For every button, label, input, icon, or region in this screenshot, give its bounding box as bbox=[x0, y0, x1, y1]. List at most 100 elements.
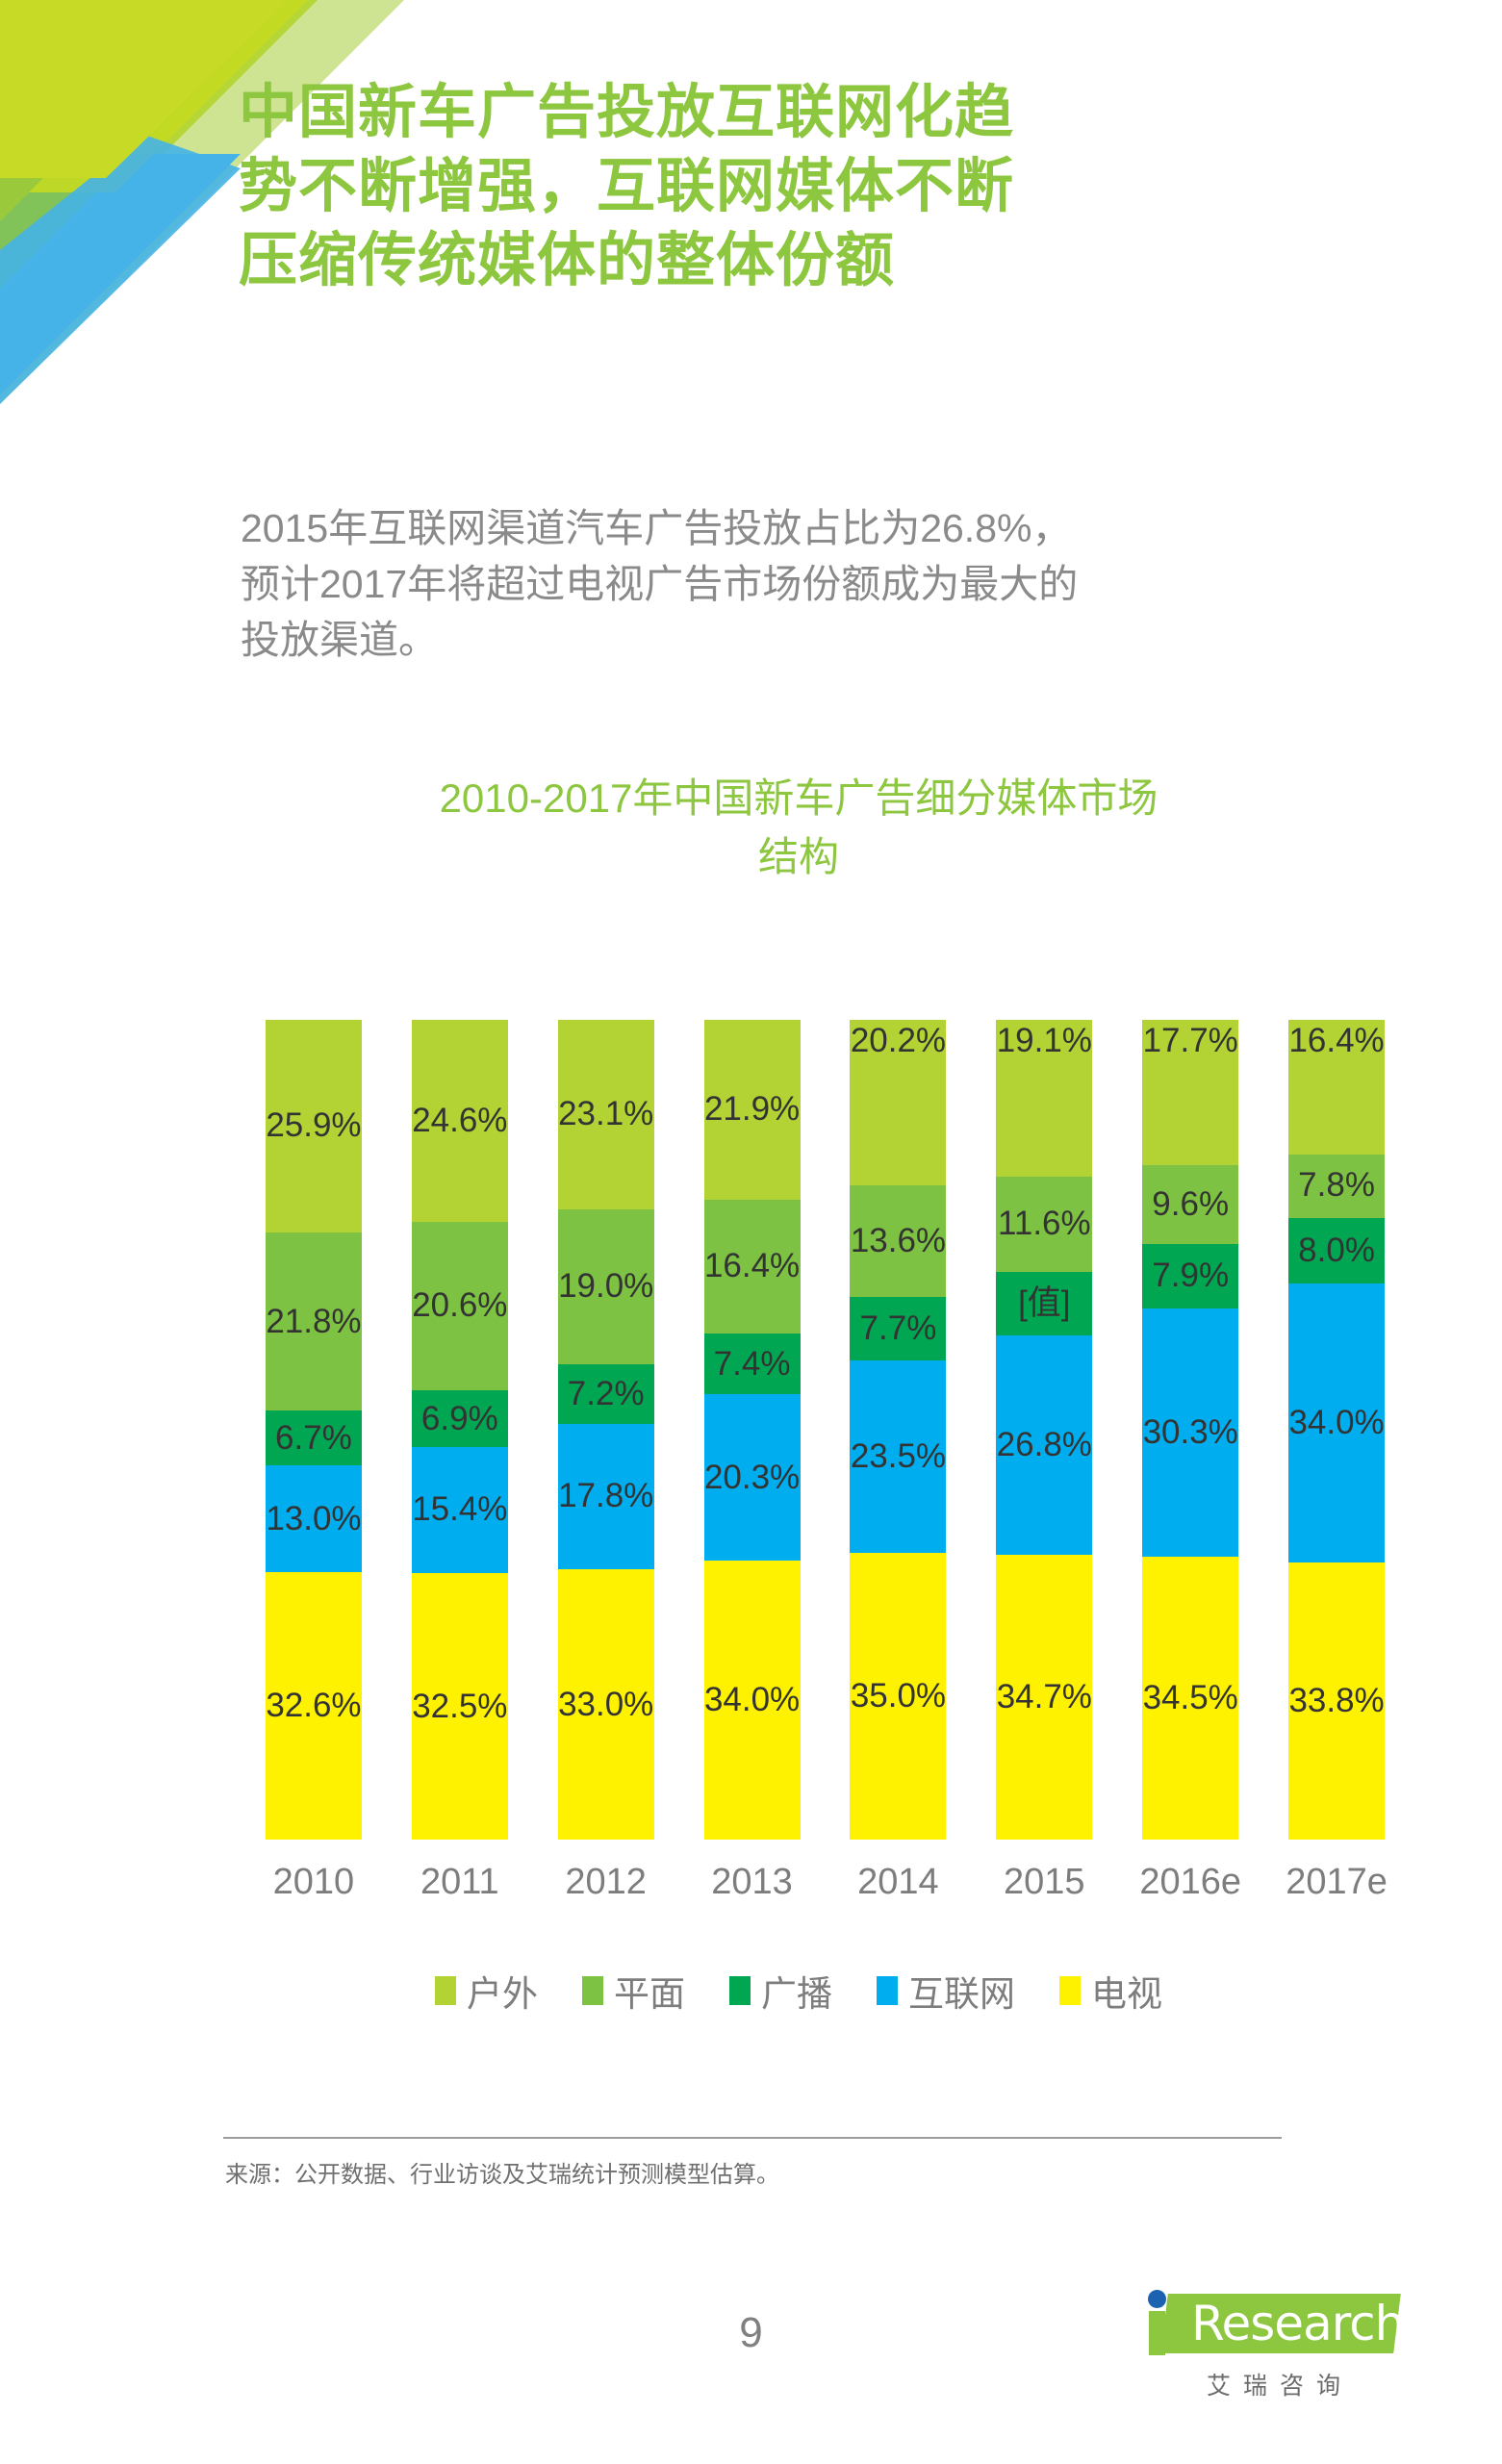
bar-value-label: [值] bbox=[1018, 1283, 1071, 1322]
bar-segment: 20.2% bbox=[850, 1020, 947, 1186]
corner-shape-green-front bbox=[0, 0, 221, 221]
bar-value-label: 34.0% bbox=[1288, 1404, 1385, 1442]
bar-segment: 23.5% bbox=[850, 1359, 947, 1553]
bar-segment: 16.4% bbox=[1288, 1020, 1386, 1155]
bar-value-label: 32.5% bbox=[412, 1687, 508, 1725]
bar-segment: 24.6% bbox=[411, 1020, 508, 1222]
bar-value-label: 7.2% bbox=[567, 1374, 645, 1412]
bar-value-label: 19.1% bbox=[996, 1022, 1092, 1059]
legend-label: 户外 bbox=[467, 1974, 538, 2014]
bar-segment: 7.2% bbox=[557, 1364, 654, 1424]
bar-stack: 16.4% 7.8% 8.0% 34.0% 33.8% bbox=[1288, 1020, 1386, 1840]
bar-value-label: 7.8% bbox=[1298, 1165, 1375, 1204]
legend-label: 电视 bbox=[1091, 1974, 1162, 2014]
bar-value-label: 20.6% bbox=[412, 1286, 508, 1325]
legend-label: 广播 bbox=[761, 1974, 832, 2014]
subtitle-line-1: 2015年互联网渠道汽车广告投放占比为26.8%， bbox=[241, 506, 1072, 550]
page-title: 中国新车广告投放互联网化趋 势不断增强，互联网媒体不断 压缩传统媒体的整体份额 bbox=[239, 75, 1355, 297]
bar-stack: 23.1% 19.0% 7.2% 17.8% 33.0% bbox=[557, 1020, 654, 1840]
bar-segment: 32.6% bbox=[265, 1572, 362, 1840]
bar-stack: 19.1% 11.6% [值] 26.8% 34.7% bbox=[996, 1020, 1093, 1840]
legend-label: 平面 bbox=[614, 1974, 685, 2014]
bar-value-label: 7.4% bbox=[713, 1344, 791, 1383]
bar-segment: 33.8% bbox=[1288, 1562, 1386, 1840]
chart-x-axis: 2010 2011 2012 2013 2014 2015 2016e 2017e bbox=[241, 1862, 1410, 1903]
bar-column: 17.7% 9.6% 7.9% 30.3% 34.5% bbox=[1117, 1020, 1263, 1840]
bar-value-label: 13.0% bbox=[266, 1499, 362, 1537]
legend-item-户外[interactable]: 户外 bbox=[435, 1965, 538, 2017]
x-axis-tick-2016e: 2016e bbox=[1139, 1862, 1242, 1902]
bar-stack: 17.7% 9.6% 7.9% 30.3% 34.5% bbox=[1142, 1020, 1239, 1840]
bar-column: 24.6% 20.6% 6.9% 15.4% 32.5% bbox=[387, 1020, 533, 1840]
chart-title: 2010-2017年中国新车广告细分媒体市场 结构 bbox=[241, 770, 1357, 887]
bar-value-label: 34.7% bbox=[996, 1678, 1092, 1716]
logo-i-dot-icon bbox=[1148, 2290, 1166, 2308]
bar-segment: 6.7% bbox=[265, 1410, 362, 1466]
source-note: 来源：公开数据、行业访谈及艾瑞统计预测模型估算。 bbox=[225, 2162, 779, 2188]
legend-swatch-icon bbox=[582, 1976, 603, 2005]
bar-segment: 15.4% bbox=[411, 1446, 508, 1574]
x-axis-tick-2011: 2011 bbox=[420, 1862, 499, 1902]
bar-value-label: 17.8% bbox=[558, 1477, 654, 1515]
bar-segment: 9.6% bbox=[1142, 1164, 1239, 1244]
bar-stack: 24.6% 20.6% 6.9% 15.4% 32.5% bbox=[411, 1020, 508, 1840]
bar-value-label: 15.4% bbox=[412, 1490, 508, 1529]
bar-segment: 34.5% bbox=[1142, 1557, 1239, 1840]
bar-segment: 6.9% bbox=[411, 1390, 508, 1447]
bar-value-label: 23.1% bbox=[558, 1095, 654, 1133]
legend-item-平面[interactable]: 平面 bbox=[582, 1965, 685, 2017]
bar-value-label: 7.7% bbox=[859, 1308, 937, 1347]
bar-value-label: 6.9% bbox=[420, 1399, 498, 1437]
bar-segment: 13.6% bbox=[850, 1185, 947, 1297]
headline-line-1: 中国新车广告投放互联网化趋 bbox=[239, 79, 1015, 144]
bar-segment: 25.9% bbox=[265, 1020, 362, 1232]
bar-column: 20.2% 13.6% 7.7% 23.5% 35.0% bbox=[826, 1020, 972, 1841]
bar-value-label: 6.7% bbox=[275, 1418, 352, 1457]
bar-segment: 33.0% bbox=[557, 1569, 654, 1840]
logo-mark: Research bbox=[1137, 2288, 1405, 2359]
bar-value-label: 21.8% bbox=[266, 1302, 362, 1340]
x-axis-tick-2010: 2010 bbox=[272, 1862, 355, 1902]
chart-title-line-2: 结构 bbox=[757, 833, 839, 879]
bar-value-label: 34.0% bbox=[703, 1681, 801, 1719]
bar-value-label: 24.6% bbox=[412, 1101, 508, 1139]
bar-segment: 26.8% bbox=[996, 1335, 1093, 1556]
bar-value-label: 34.5% bbox=[1142, 1679, 1238, 1717]
bar-value-label: 26.8% bbox=[996, 1426, 1092, 1464]
legend-item-广播[interactable]: 广播 bbox=[729, 1965, 832, 2017]
legend-label: 互联网 bbox=[908, 1974, 1015, 2014]
logo-subtitle: 艾瑞咨询 bbox=[1206, 2373, 1353, 2400]
logo-i-stem-icon bbox=[1149, 2311, 1165, 2355]
bar-segment: 34.0% bbox=[703, 1561, 801, 1841]
bar-segment: 20.6% bbox=[411, 1221, 508, 1391]
bar-value-label: 11.6% bbox=[997, 1205, 1091, 1243]
legend-item-电视[interactable]: 电视 bbox=[1059, 1965, 1162, 2017]
x-axis-tick-2013: 2013 bbox=[711, 1862, 793, 1902]
bar-stack: 21.9% 16.4% 7.4% 20.3% 34.0% bbox=[703, 1020, 801, 1841]
bar-column: 25.9% 21.8% 6.7% 13.0% 32.6% bbox=[241, 1020, 387, 1840]
bar-segment: 35.0% bbox=[850, 1552, 947, 1841]
chart-title-line-1: 2010-2017年中国新车广告细分媒体市场 bbox=[439, 775, 1158, 821]
bar-value-label: 32.6% bbox=[266, 1687, 362, 1725]
legend-item-互联网[interactable]: 互联网 bbox=[877, 1965, 1015, 2017]
chart-legend: 户外 平面 广播 互联网 电视 bbox=[241, 1965, 1357, 2017]
corner-shape-blue-stripe bbox=[0, 135, 241, 404]
bar-value-label: 25.9% bbox=[266, 1106, 362, 1145]
bar-segment: 20.3% bbox=[703, 1394, 801, 1562]
bar-segment: 21.8% bbox=[265, 1232, 362, 1411]
bar-segment: 19.1% bbox=[996, 1020, 1093, 1177]
x-axis-tick-2017e: 2017e bbox=[1286, 1862, 1387, 1902]
bar-segment: 11.6% bbox=[996, 1176, 1093, 1272]
headline-line-3: 压缩传统媒体的整体份额 bbox=[239, 226, 896, 292]
bar-segment: 7.8% bbox=[1288, 1154, 1386, 1219]
bar-segment: 30.3% bbox=[1142, 1308, 1239, 1558]
footer-divider bbox=[223, 2137, 1282, 2139]
bar-segment: 17.8% bbox=[557, 1423, 654, 1570]
bar-value-label: 19.0% bbox=[558, 1267, 654, 1306]
bar-value-label: 20.2% bbox=[850, 1022, 947, 1059]
bar-stack: 20.2% 13.6% 7.7% 23.5% 35.0% bbox=[850, 1020, 947, 1841]
bar-segment: 21.9% bbox=[703, 1020, 801, 1200]
iresearch-logo: Research 艾瑞咨询 bbox=[1137, 2288, 1405, 2432]
bar-segment: 17.7% bbox=[1142, 1020, 1239, 1165]
bar-column: 21.9% 16.4% 7.4% 20.3% 34.0% bbox=[679, 1020, 826, 1841]
